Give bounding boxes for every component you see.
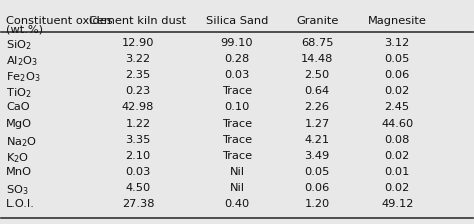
Text: 2.45: 2.45 — [385, 103, 410, 112]
Text: 0.64: 0.64 — [305, 86, 330, 96]
Text: K$_2$O: K$_2$O — [6, 151, 29, 165]
Text: Nil: Nil — [229, 167, 245, 177]
Text: 0.02: 0.02 — [384, 86, 410, 96]
Text: 49.12: 49.12 — [381, 199, 413, 209]
Text: 44.60: 44.60 — [381, 119, 413, 129]
Text: Trace: Trace — [222, 151, 252, 161]
Text: 4.50: 4.50 — [126, 183, 151, 193]
Text: SiO$_2$: SiO$_2$ — [6, 38, 32, 52]
Text: 3.12: 3.12 — [384, 38, 410, 48]
Text: 0.10: 0.10 — [224, 103, 250, 112]
Text: 0.01: 0.01 — [384, 167, 410, 177]
Text: 3.22: 3.22 — [126, 54, 151, 64]
Text: Granite: Granite — [296, 16, 338, 26]
Text: 2.35: 2.35 — [126, 70, 151, 80]
Text: 0.03: 0.03 — [125, 167, 151, 177]
Text: 0.08: 0.08 — [384, 135, 410, 145]
Text: 0.40: 0.40 — [224, 199, 250, 209]
Text: 3.35: 3.35 — [125, 135, 151, 145]
Text: 0.05: 0.05 — [304, 167, 330, 177]
Text: 0.03: 0.03 — [224, 70, 250, 80]
Text: 3.49: 3.49 — [304, 151, 330, 161]
Text: 1.27: 1.27 — [304, 119, 330, 129]
Text: MgO: MgO — [6, 119, 32, 129]
Text: 0.02: 0.02 — [384, 183, 410, 193]
Text: 2.10: 2.10 — [126, 151, 151, 161]
Text: MnO: MnO — [6, 167, 32, 177]
Text: 2.50: 2.50 — [304, 70, 330, 80]
Text: 0.02: 0.02 — [384, 151, 410, 161]
Text: CaO: CaO — [6, 103, 30, 112]
Text: 27.38: 27.38 — [122, 199, 155, 209]
Text: 0.06: 0.06 — [304, 183, 330, 193]
Text: 0.23: 0.23 — [126, 86, 151, 96]
Text: 1.20: 1.20 — [304, 199, 330, 209]
Text: SO$_3$: SO$_3$ — [6, 183, 29, 197]
Text: Cement kiln dust: Cement kiln dust — [90, 16, 187, 26]
Text: 2.26: 2.26 — [305, 103, 329, 112]
Text: Constituent oxides: Constituent oxides — [6, 16, 113, 26]
Text: Trace: Trace — [222, 119, 252, 129]
Text: 1.22: 1.22 — [126, 119, 151, 129]
Text: Na$_2$O: Na$_2$O — [6, 135, 37, 149]
Text: 0.28: 0.28 — [224, 54, 250, 64]
Text: 68.75: 68.75 — [301, 38, 333, 48]
Text: 0.06: 0.06 — [384, 70, 410, 80]
Text: Trace: Trace — [222, 86, 252, 96]
Text: Silica Sand: Silica Sand — [206, 16, 268, 26]
Text: 42.98: 42.98 — [122, 103, 154, 112]
Text: 12.90: 12.90 — [122, 38, 155, 48]
Text: 99.10: 99.10 — [221, 38, 253, 48]
Text: Nil: Nil — [229, 183, 245, 193]
Text: 14.48: 14.48 — [301, 54, 333, 64]
Text: Trace: Trace — [222, 135, 252, 145]
Text: 0.05: 0.05 — [384, 54, 410, 64]
Text: L.O.I.: L.O.I. — [6, 199, 35, 209]
Text: (wt.%): (wt.%) — [6, 25, 43, 35]
Text: Magnesite: Magnesite — [368, 16, 427, 26]
Text: Al$_2$O$_3$: Al$_2$O$_3$ — [6, 54, 38, 68]
Text: Fe$_2$O$_3$: Fe$_2$O$_3$ — [6, 70, 41, 84]
Text: TiO$_2$: TiO$_2$ — [6, 86, 32, 100]
Text: 4.21: 4.21 — [305, 135, 330, 145]
